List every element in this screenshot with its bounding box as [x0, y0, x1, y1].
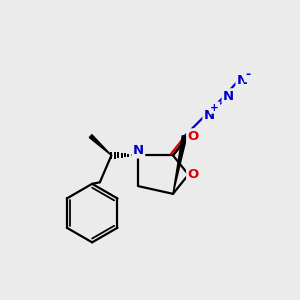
Polygon shape [173, 136, 187, 194]
Polygon shape [89, 135, 111, 155]
Text: O: O [188, 130, 199, 142]
Text: -: - [245, 68, 250, 81]
Text: N: N [237, 74, 248, 87]
Text: N: N [204, 109, 215, 122]
Text: N: N [223, 90, 234, 103]
Text: N: N [133, 144, 144, 157]
Text: O: O [188, 168, 199, 181]
Text: +: + [210, 103, 219, 112]
